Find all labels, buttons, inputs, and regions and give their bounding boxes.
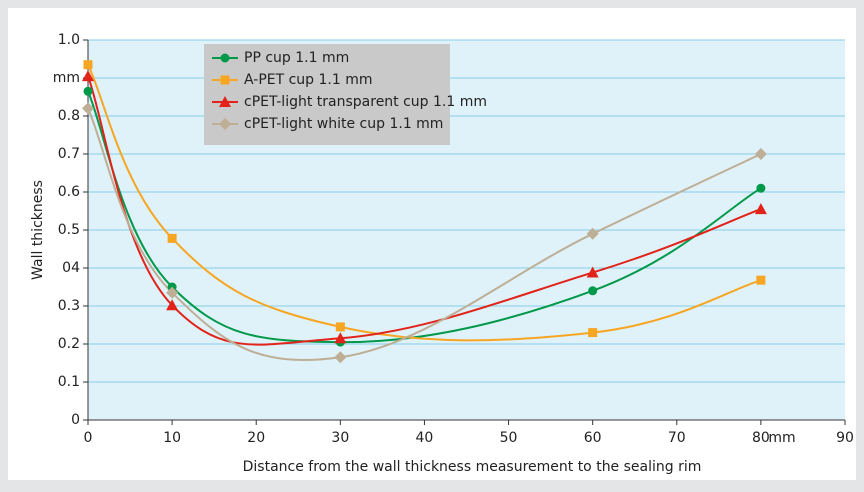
marker: [219, 96, 231, 107]
x-tick-label: 10: [163, 430, 181, 446]
x-tick-label: 30: [331, 430, 349, 446]
legend-label: PP cup 1.1 mm: [244, 50, 349, 66]
marker: [220, 53, 230, 63]
x-tick-label: 20: [247, 430, 265, 446]
marker: [334, 332, 347, 344]
x-axis-title: Distance from the wall thickness measure…: [243, 459, 702, 475]
x-tick-label: 50: [500, 430, 518, 446]
x-unit: mm: [768, 430, 795, 446]
series-line: [87, 90, 762, 344]
x-tick-label: 60: [584, 430, 602, 446]
legend-label: cPET-light transparent cup 1.1 mm: [244, 94, 487, 110]
y-tick-label: 0.7: [58, 146, 80, 162]
y-tick-label: 0: [71, 412, 80, 428]
marker: [586, 266, 599, 278]
marker: [756, 275, 766, 285]
marker: [220, 75, 230, 85]
y-tick-label: 1.0: [58, 32, 80, 48]
marker: [83, 86, 93, 96]
y-tick-label: 0.2: [58, 336, 80, 352]
marker: [82, 70, 94, 82]
marker: [219, 118, 231, 130]
x-tick-label: 90: [836, 430, 854, 446]
y-axis-title: Wall thickness: [30, 180, 46, 280]
marker: [166, 299, 179, 311]
legend-box: [204, 44, 450, 145]
legend: PP cup 1.1 mm A-PET cup 1.1 mm cPET-light …: [204, 44, 487, 145]
marker: [335, 322, 345, 332]
marker: [754, 203, 767, 215]
y-tick-label: 0.6: [58, 184, 80, 200]
marker: [588, 328, 598, 338]
y-tick-label: 0.5: [58, 222, 80, 238]
x-tick-label: 80: [752, 430, 770, 446]
x-tick-label: 0: [84, 430, 93, 446]
y-tick-label: 0.8: [58, 108, 80, 124]
legend-label: cPET-light white cup 1.1 mm: [244, 116, 443, 132]
y-tick-label: mm: [53, 70, 80, 86]
marker: [756, 183, 766, 193]
marker: [167, 233, 177, 243]
marker: [83, 60, 93, 70]
marker: [166, 286, 179, 299]
x-tick-label: 70: [668, 430, 686, 446]
y-tick-label: 0.3: [58, 298, 80, 314]
marker: [588, 286, 598, 296]
marker: [586, 227, 599, 240]
legend-label: A-PET cup 1.1 mm: [244, 72, 373, 88]
x-tick-label: 40: [416, 430, 434, 446]
marker: [82, 102, 94, 115]
marker: [334, 351, 347, 364]
y-tick-label: 0.1: [58, 374, 80, 390]
marker: [754, 148, 767, 160]
y-tick-label: 04: [62, 260, 80, 276]
